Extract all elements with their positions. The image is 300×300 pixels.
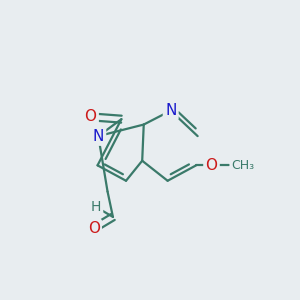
Text: O: O <box>85 109 97 124</box>
Text: CH₃: CH₃ <box>231 159 254 172</box>
Text: N: N <box>93 129 104 144</box>
Text: O: O <box>88 221 100 236</box>
Text: N: N <box>165 103 176 118</box>
Text: H: H <box>91 200 101 214</box>
Text: O: O <box>206 158 218 173</box>
